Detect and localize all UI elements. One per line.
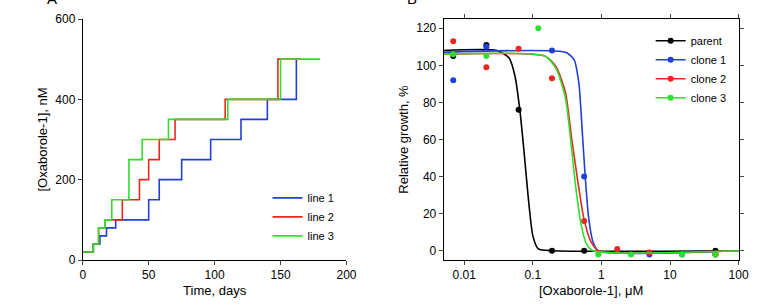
svg-text:parent: parent — [691, 35, 722, 47]
svg-text:clone 1: clone 1 — [691, 54, 726, 66]
svg-text:clone 2: clone 2 — [691, 73, 726, 85]
svg-text:100: 100 — [729, 268, 749, 282]
svg-text:A: A — [47, 0, 57, 7]
svg-text:120: 120 — [416, 21, 436, 35]
svg-text:[Oxaborole-1], μM: [Oxaborole-1], μM — [539, 283, 643, 298]
svg-text:line 2: line 2 — [308, 211, 334, 223]
svg-text:Relative growth, %: Relative growth, % — [396, 85, 411, 194]
svg-text:0: 0 — [79, 268, 86, 282]
svg-text:1: 1 — [598, 268, 605, 282]
svg-text:0: 0 — [430, 244, 437, 258]
svg-text:line 1: line 1 — [308, 192, 334, 204]
svg-text:20: 20 — [423, 207, 437, 221]
svg-text:clone 3: clone 3 — [691, 92, 726, 104]
svg-text:150: 150 — [271, 268, 291, 282]
svg-text:0: 0 — [69, 253, 76, 267]
svg-text:100: 100 — [416, 59, 436, 73]
svg-text:400: 400 — [55, 93, 75, 107]
svg-text:0.01: 0.01 — [453, 268, 477, 282]
svg-text:80: 80 — [423, 96, 437, 110]
svg-text:0.1: 0.1 — [525, 268, 542, 282]
svg-text:50: 50 — [142, 268, 156, 282]
svg-text:40: 40 — [423, 170, 437, 184]
svg-text:Time, days: Time, days — [183, 283, 247, 298]
svg-text:200: 200 — [336, 268, 356, 282]
svg-text:B: B — [407, 0, 417, 7]
svg-text:100: 100 — [205, 268, 225, 282]
svg-text:line 3: line 3 — [308, 230, 334, 242]
svg-text:200: 200 — [55, 173, 75, 187]
svg-text:600: 600 — [55, 12, 75, 26]
svg-text:60: 60 — [423, 133, 437, 147]
svg-text:10: 10 — [663, 268, 677, 282]
svg-text:[Oxaborole-1], nM: [Oxaborole-1], nM — [35, 87, 50, 191]
